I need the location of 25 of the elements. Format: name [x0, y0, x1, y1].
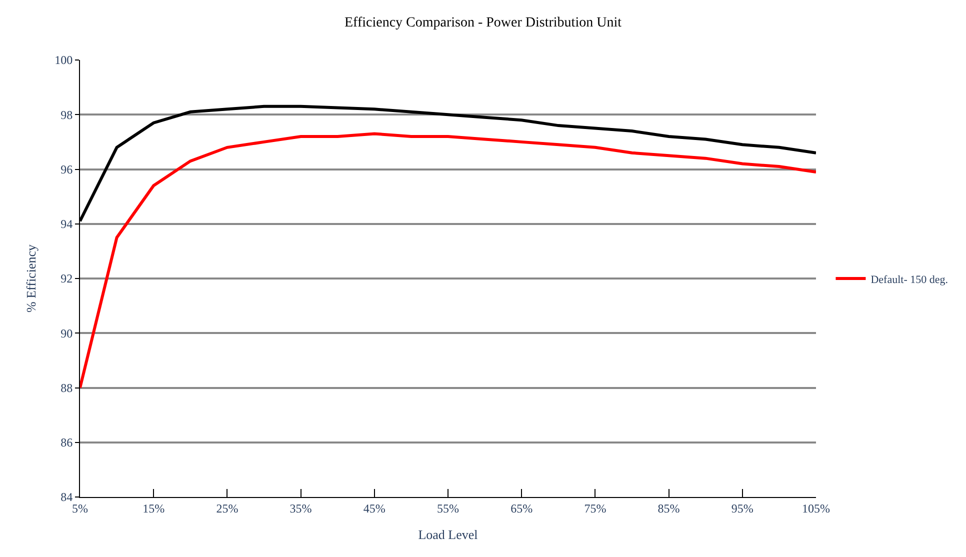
x-tick-label: 75%	[584, 501, 606, 516]
y-tick-label: 86	[60, 436, 73, 450]
x-tick-label: 35%	[290, 501, 312, 516]
y-tick-label: 98	[60, 108, 73, 122]
y-tick-label: 84	[60, 490, 73, 504]
y-tick-label: 94	[60, 217, 73, 232]
x-tick-label: 65%	[510, 501, 533, 516]
x-axis-title: Load Level	[418, 527, 478, 542]
y-tick-label: 96	[60, 162, 73, 176]
x-tick-label: 25%	[216, 501, 238, 516]
chart-title: Efficiency Comparison - Power Distribution Unit	[344, 16, 622, 31]
y-axis-title: % Efficiency	[24, 244, 39, 312]
y-tick-label: 100	[54, 53, 73, 68]
x-tick-label: 15%	[142, 501, 165, 516]
y-tick-label: 88	[60, 380, 73, 395]
y-tick-label: 90	[60, 326, 73, 340]
x-tick-label: 105%	[802, 501, 830, 516]
line-series	[80, 132, 816, 390]
x-tick-label: 55%	[437, 501, 459, 516]
x-tick-label: 85%	[658, 501, 680, 516]
y-tick-label: 92	[60, 272, 73, 286]
x-tick-label: 95%	[731, 501, 754, 516]
x-tick-label: 45%	[363, 501, 386, 516]
x-tick-label: 5%	[72, 501, 88, 516]
legend-label: Default- 150 deg.	[870, 274, 948, 286]
